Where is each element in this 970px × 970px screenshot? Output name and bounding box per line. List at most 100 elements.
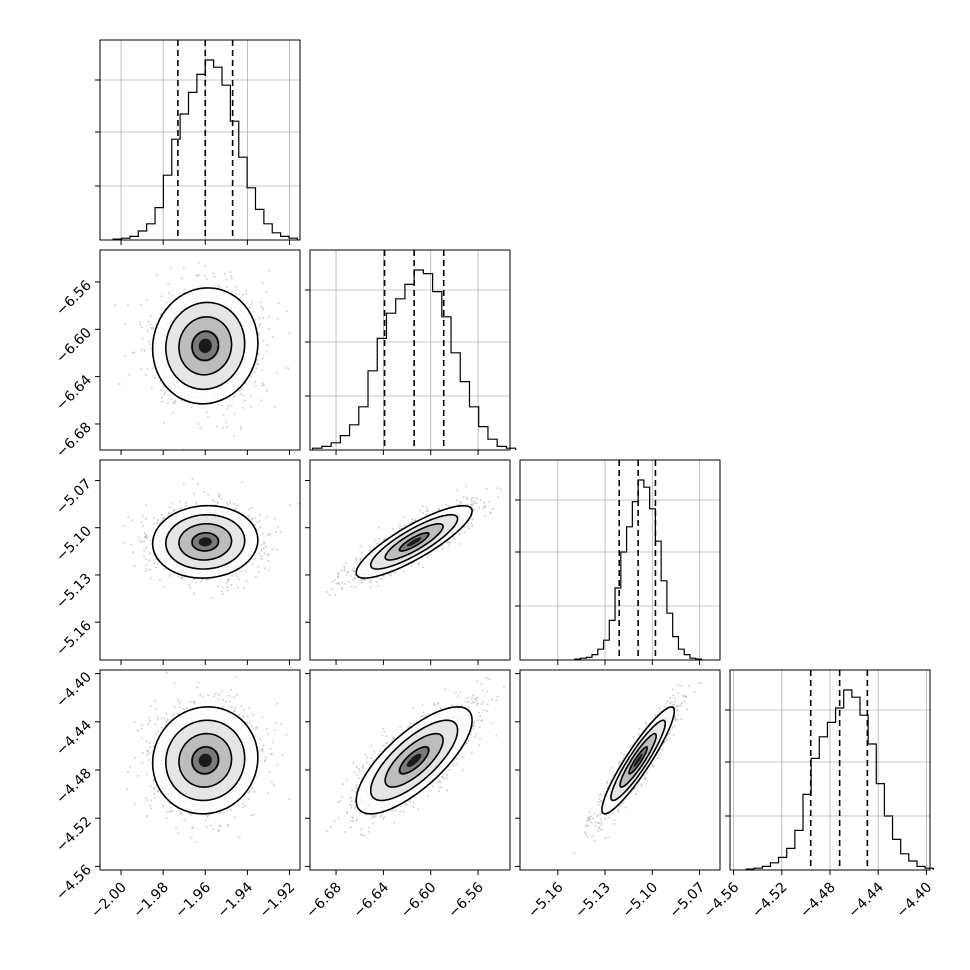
density-fill [406, 537, 422, 547]
sample-point [261, 357, 264, 360]
sample-point [230, 404, 233, 407]
y-tick-label: −5.16 [53, 618, 95, 660]
sample-point [264, 756, 267, 759]
panel-background [310, 250, 510, 450]
sample-point [236, 586, 239, 589]
sample-point [180, 576, 183, 579]
sample-point [460, 501, 463, 504]
sample-point [253, 557, 256, 560]
sample-point [374, 539, 377, 542]
sample-point [199, 427, 202, 430]
sample-point [141, 525, 144, 528]
sample-point [351, 569, 354, 572]
sample-point [229, 688, 232, 691]
sample-point [137, 536, 140, 539]
sample-point [276, 548, 279, 551]
sample-point [234, 573, 237, 576]
sample-point [161, 400, 164, 403]
sample-point [382, 574, 385, 577]
sample-point [287, 367, 290, 370]
sample-point [152, 516, 155, 519]
sample-point [192, 592, 195, 595]
sample-point [345, 574, 348, 577]
sample-point [484, 514, 487, 517]
sample-point [144, 797, 147, 800]
sample-point [445, 504, 448, 507]
sample-point [132, 551, 135, 554]
sample-point [284, 367, 287, 370]
sample-point [216, 829, 219, 832]
sample-point [269, 533, 272, 536]
sample-point [340, 581, 343, 584]
sample-point [149, 343, 152, 346]
sample-point [148, 340, 151, 343]
sample-point [143, 535, 146, 538]
sample-point [226, 586, 229, 589]
sample-point [259, 526, 262, 529]
sample-point [252, 310, 255, 313]
panel-frame [309, 249, 511, 451]
scatter-panel-2-1 [309, 459, 511, 661]
sample-point [266, 533, 269, 536]
sample-point [231, 574, 234, 577]
density-fill [198, 338, 212, 354]
sample-point [425, 506, 428, 509]
sample-point [141, 761, 144, 764]
sample-point [155, 273, 158, 276]
sample-point [229, 271, 232, 274]
sample-point [165, 817, 168, 820]
sample-point [279, 531, 282, 534]
scatter-panel-1-0 [99, 249, 301, 451]
sample-point [206, 816, 209, 819]
sample-point [189, 813, 192, 816]
sample-point [240, 570, 243, 573]
sample-point [267, 792, 270, 795]
sample-point [375, 580, 378, 583]
sample-point [266, 343, 269, 346]
sample-point [150, 326, 153, 329]
sample-point [258, 552, 261, 555]
sample-point [470, 522, 473, 525]
sample-point [467, 527, 470, 530]
sample-point [173, 509, 176, 512]
sample-point [144, 518, 147, 521]
sample-point [195, 503, 198, 506]
sample-point [168, 292, 171, 295]
sample-point [149, 539, 152, 542]
sample-point [489, 512, 492, 515]
sample-point [261, 282, 264, 285]
sample-point [426, 509, 429, 512]
sample-point [149, 785, 152, 788]
sample-point [222, 414, 225, 417]
sample-point [222, 811, 225, 814]
sample-point [138, 540, 141, 543]
density-contour [398, 531, 430, 552]
sample-point [217, 585, 220, 588]
sample-point [248, 721, 251, 724]
sample-point [260, 557, 263, 560]
sample-point [335, 582, 338, 585]
sample-point [265, 516, 268, 519]
sample-point [149, 807, 152, 810]
sample-point [148, 552, 151, 555]
sample-point [343, 565, 346, 568]
sample-point [377, 585, 380, 588]
x-tick-label: −4.48 [797, 880, 839, 922]
sample-point [470, 503, 473, 506]
sample-point [326, 590, 329, 593]
sample-point [145, 535, 148, 538]
sample-point [459, 500, 462, 503]
sample-point [485, 487, 488, 490]
sample-point [353, 576, 356, 579]
sample-point [168, 575, 171, 578]
sample-point [258, 317, 261, 320]
sample-point [262, 316, 265, 319]
sample-point [159, 313, 162, 316]
sample-point [212, 828, 215, 831]
panel-frame [99, 459, 301, 661]
sample-point [346, 571, 349, 574]
sample-point [242, 293, 245, 296]
y-tick-label: −5.13 [53, 570, 95, 612]
sample-point [217, 693, 220, 696]
sample-point [256, 528, 259, 531]
